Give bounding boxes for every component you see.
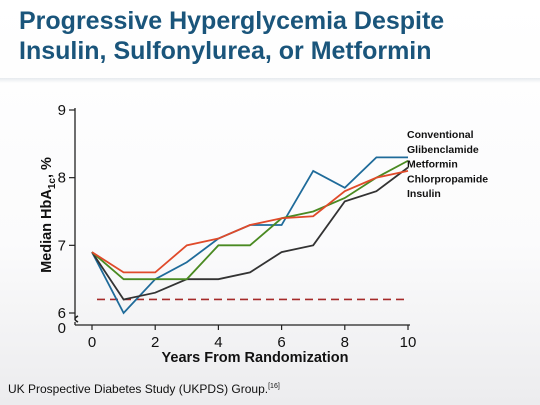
slide-title: Progressive Hyperglycemia Despite Insuli…	[19, 6, 529, 66]
x-tick-label: 2	[151, 334, 159, 351]
x-tick-label: 4	[214, 334, 222, 351]
y-tick-label: 6	[58, 305, 66, 322]
title-divider	[0, 78, 540, 83]
y-axis-title: Median HbA1c, %	[39, 157, 58, 273]
citation-footer: UK Prospective Diabetes Study (UKPDS) Gr…	[8, 382, 280, 396]
series-line-glibenclamide	[91, 166, 409, 301]
x-tick-label: 8	[341, 334, 349, 351]
slide-title-line1: Progressive Hyperglycemia Despite	[19, 7, 445, 35]
y-tick-label: 8	[58, 170, 66, 187]
citation-text: UK Prospective Diabetes Study (UKPDS) Gr…	[8, 382, 269, 396]
citation-ref: [16]	[268, 383, 280, 390]
series-line-conventional	[91, 156, 408, 315]
y-tick-label: 9	[58, 102, 66, 119]
axis-break-mark	[74, 315, 79, 323]
legend-label-glibenclamide: Glibenclamide	[407, 144, 479, 156]
legend-label-conventional: Conventional	[407, 129, 474, 141]
series-line-metformin	[91, 159, 409, 281]
x-tick-label: 10	[400, 334, 417, 351]
y-tick-label: 7	[58, 237, 66, 254]
y-tick-label-zero: 0	[58, 320, 66, 337]
x-tick-label: 0	[88, 334, 96, 351]
legend-label-insulin: Insulin	[407, 188, 441, 200]
slide-title-line2: Insulin, Sulfonylurea, or Metformin	[19, 37, 432, 65]
x-tick-label: 6	[277, 334, 285, 351]
legend-label-chlorpropamide: Chlorpropamide	[407, 173, 488, 185]
x-axis-title: Years From Randomization	[162, 350, 349, 366]
hba1c-line-chart: 6 7 8 9 0 0 2 4 6 8 10 Years From Randomization Medi…	[39, 102, 488, 366]
legend-label-metformin: Metformin	[407, 159, 458, 171]
series-line-chlorpropamide	[91, 170, 409, 274]
